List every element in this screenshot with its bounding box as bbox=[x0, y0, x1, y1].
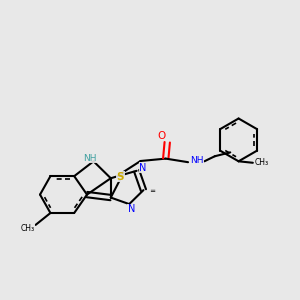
Text: CH₃: CH₃ bbox=[255, 158, 269, 167]
Text: N: N bbox=[140, 163, 147, 173]
Text: CH₃: CH₃ bbox=[20, 224, 34, 233]
Text: NH: NH bbox=[190, 156, 204, 165]
Text: N: N bbox=[128, 204, 135, 214]
Text: ═: ═ bbox=[150, 187, 155, 193]
Text: O: O bbox=[158, 131, 166, 141]
Text: NH: NH bbox=[83, 154, 97, 163]
Text: S: S bbox=[116, 172, 124, 182]
